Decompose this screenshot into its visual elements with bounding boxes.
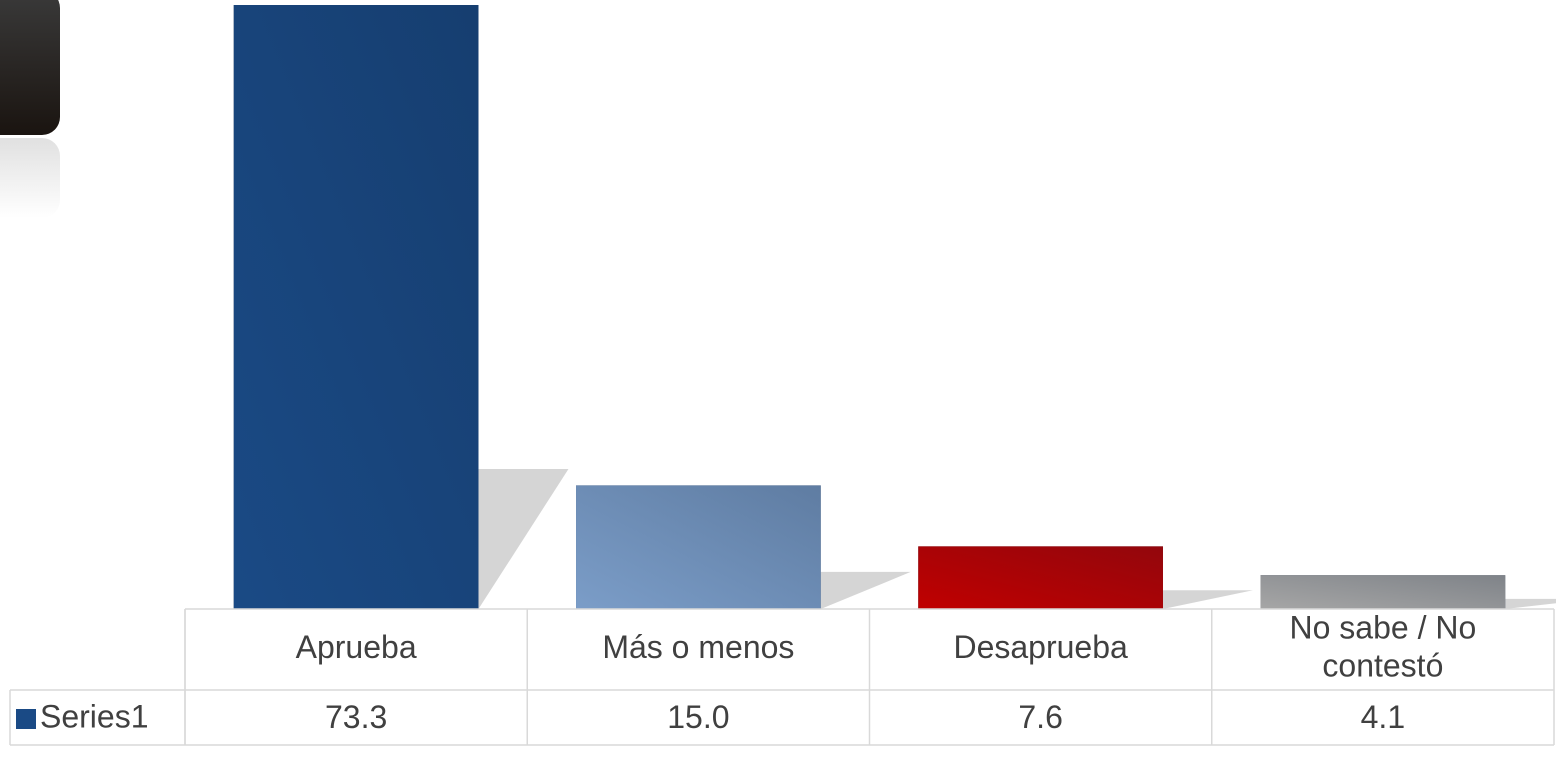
bar (233, 5, 479, 609)
x-tick-label-line: contestó (1322, 648, 1443, 684)
data-label: 7.6 (1018, 699, 1062, 735)
x-tick-label: Aprueba (296, 629, 417, 665)
x-tick-label: Desaprueba (953, 629, 1128, 665)
bar-shadow (478, 469, 569, 609)
x-tick-label: No sabe / No contestó (1289, 610, 1476, 684)
bar (576, 485, 821, 609)
bar (918, 546, 1163, 609)
data-label: 15.0 (667, 699, 729, 735)
bar-shadow (1505, 598, 1556, 609)
legend-label: Series1 (40, 698, 149, 734)
data-label: 73.3 (325, 699, 387, 735)
photo-reflection (0, 138, 60, 218)
photo (0, 0, 60, 135)
bar-shadow (1162, 590, 1253, 609)
x-tick-label: Más o menos (602, 629, 794, 665)
data-label: 4.1 (1361, 699, 1405, 735)
x-tick-label-line: No sabe / No (1289, 610, 1476, 646)
legend-swatch (16, 709, 36, 729)
bar (1260, 575, 1506, 609)
bar-shadow (820, 571, 911, 609)
